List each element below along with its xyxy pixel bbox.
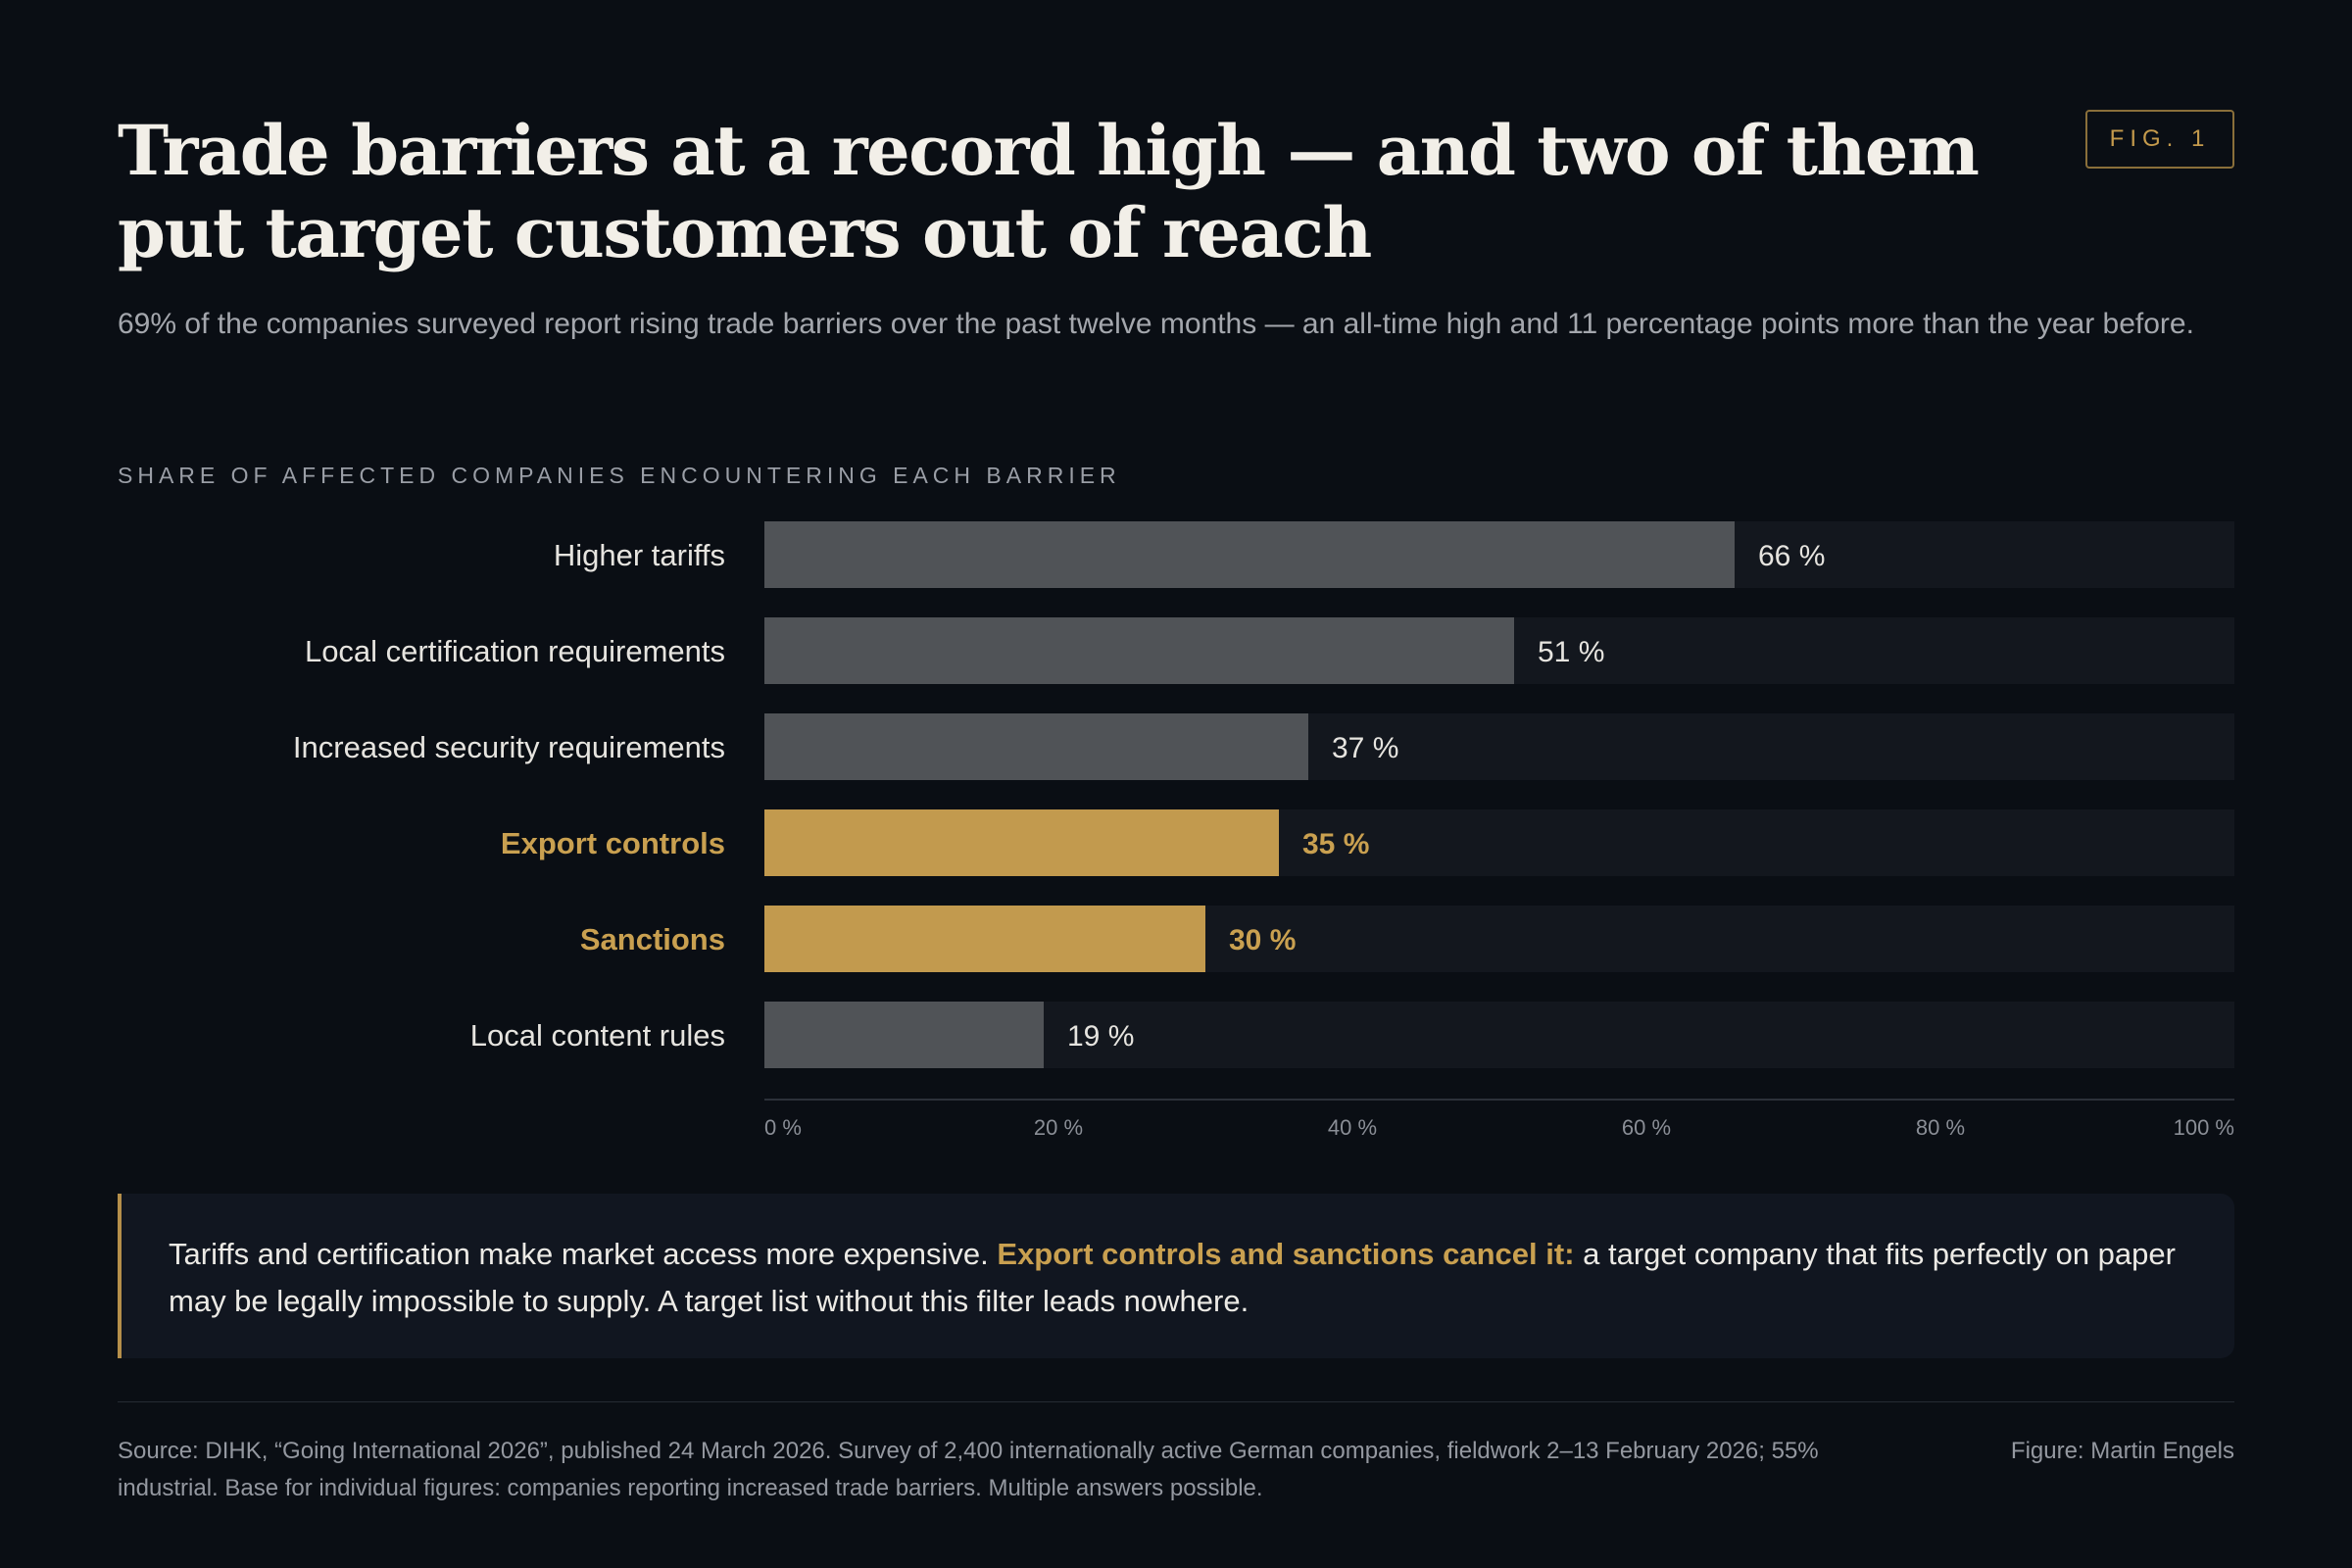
bar (764, 809, 1279, 876)
bar (764, 713, 1308, 780)
figure-page: FIG. 1 Trade barriers at a record high —… (118, 0, 2234, 1568)
bar-chart: Higher tariffs 66 % Local certification re… (118, 519, 2234, 1147)
category-label: Sanctions (580, 922, 725, 956)
value-label: 37 % (1332, 732, 1398, 764)
category-label: Higher tariffs (554, 538, 725, 572)
value-label: 19 % (1067, 1020, 1134, 1053)
value-label: 35 % (1302, 828, 1369, 860)
source-note: Source: DIHK, “Going International 2026”… (118, 1438, 1819, 1501)
category-label: Local content rules (470, 1018, 725, 1053)
bar (764, 617, 1514, 684)
x-tick-label: 20 % (1034, 1115, 1083, 1140)
category-label: Local certification requirements (305, 634, 725, 668)
chart-subtitle: 69% of the companies surveyed report ris… (118, 308, 2194, 340)
x-tick-label: 0 % (764, 1115, 802, 1140)
category-label: Increased security requirements (293, 730, 725, 764)
x-tick-label: 80 % (1916, 1115, 1965, 1140)
callout-box: Tariffs and certification make market ac… (118, 1194, 2234, 1358)
bar (764, 521, 1735, 588)
bar (764, 1002, 1044, 1068)
callout-text-after: a target company that fits perfectly on … (169, 1237, 2176, 1318)
callout-text-before: Tariffs and certification make market ac… (169, 1237, 998, 1271)
category-label: Export controls (501, 826, 725, 860)
figure-credit: Figure: Martin Engels (2010, 1438, 2234, 1464)
x-tick-label: 100 % (2174, 1115, 2234, 1140)
bar-chart-svg: Higher tariffs 66 % Local certification re… (293, 521, 2234, 1140)
callout-highlight: Export controls and sanctions cancel it: (997, 1237, 1575, 1271)
chart-section-label: SHARE OF AFFECTED COMPANIES ENCOUNTERING… (118, 463, 1121, 488)
figure-badge: FIG. 1 (2085, 110, 2234, 169)
x-tick-label: 40 % (1328, 1115, 1377, 1140)
value-label: 51 % (1538, 636, 1604, 668)
footer-divider (118, 1401, 2234, 1402)
value-label: 30 % (1229, 924, 1296, 956)
bar (764, 906, 1205, 972)
chart-title: Trade barriers at a record high — and tw… (118, 110, 1980, 273)
value-label: 66 % (1758, 540, 1825, 572)
x-tick-label: 60 % (1622, 1115, 1671, 1140)
